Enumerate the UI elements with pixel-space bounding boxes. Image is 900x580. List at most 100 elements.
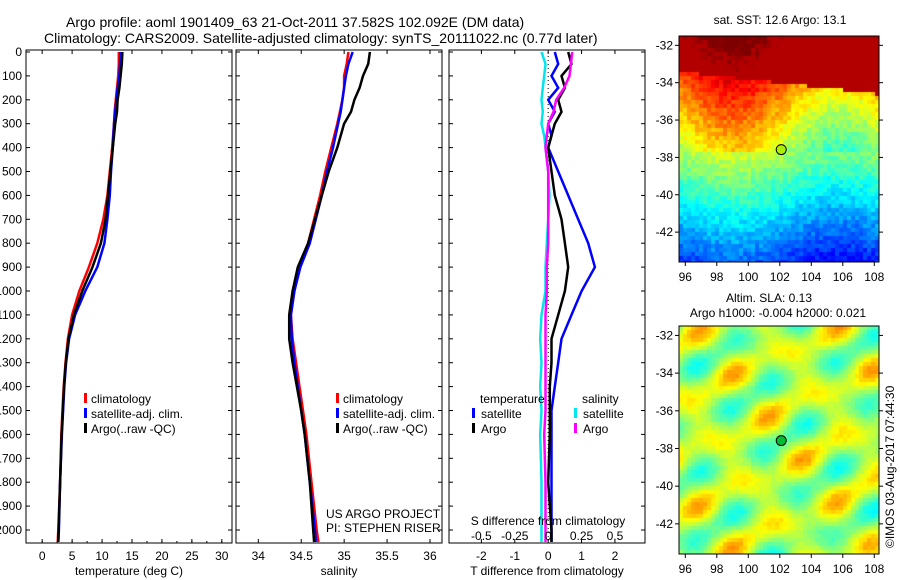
- x-tick-label: 34: [252, 549, 266, 563]
- y-tick-label: 1200: [0, 332, 22, 346]
- x-tick-label: 10: [95, 549, 109, 563]
- y-tick-label: 1400: [0, 380, 22, 394]
- x-tick-label: 35.5: [375, 549, 399, 563]
- legend-swatch: [84, 393, 87, 403]
- x-axis-label: salinity: [321, 564, 358, 578]
- legend-label: satellite: [583, 407, 624, 421]
- legend-swatch: [472, 408, 475, 418]
- x-axis-label: temperature (deg C): [75, 564, 183, 578]
- x2-axis-label: S difference from climatology: [471, 514, 626, 528]
- x-axis-label: T difference from climatology: [470, 564, 624, 578]
- figure-title-line1: Argo profile: aoml 1901409_63 21-Oct-201…: [66, 14, 525, 30]
- diff-line-temperature-satellite: [546, 51, 597, 542]
- lon-tick-label: 100: [738, 562, 758, 576]
- lat-tick-label: -34: [656, 76, 674, 90]
- legend-label: Argo(..raw -QC): [91, 422, 176, 436]
- argo-location-marker: [775, 435, 787, 447]
- panel1-frame: [25, 49, 233, 544]
- legend-swatch: [336, 393, 339, 403]
- lon-tick-label: 108: [864, 270, 884, 284]
- legend-label: satellite: [481, 407, 522, 421]
- x-tick-label: -2: [476, 549, 487, 563]
- legend-label: climatology: [91, 392, 151, 406]
- profile-line-satelliteadjclim: [57, 51, 122, 543]
- x-tick-label: -1: [509, 549, 520, 563]
- lat-tick-label: -40: [656, 188, 674, 202]
- legend-label: climatology: [343, 392, 403, 406]
- legend-swatch: [84, 408, 87, 418]
- lon-tick-label: 108: [864, 562, 884, 576]
- y-tick-label: 900: [2, 260, 22, 274]
- map-frame: [678, 325, 880, 555]
- sst-map-title: sat. SST: 12.6 Argo: 13.1: [714, 13, 847, 27]
- legend-label: Argo: [481, 422, 507, 436]
- project-annotation: PI: STEPHEN RISER: [326, 521, 441, 535]
- legend-swatch: [84, 423, 87, 433]
- lon-tick-label: 100: [738, 270, 758, 284]
- x-tick-label: 5: [69, 549, 76, 563]
- lon-tick-label: 96: [679, 562, 693, 576]
- lat-tick-label: -38: [656, 441, 674, 455]
- profile-line-argorawqc: [287, 51, 372, 543]
- diff-line-salinity-argo: [542, 51, 574, 542]
- x-tick-label: 20: [155, 549, 169, 563]
- y-tick-label: 300: [2, 117, 22, 131]
- y-tick-label: 1100: [0, 308, 22, 322]
- x2-tick-label: 0: [545, 529, 552, 543]
- legend-label: Argo: [583, 422, 609, 436]
- lon-tick-label: 106: [833, 270, 853, 284]
- lon-tick-label: 106: [833, 562, 853, 576]
- lon-tick-label: 96: [679, 270, 693, 284]
- y-tick-label: 400: [2, 141, 22, 155]
- y-tick-label: 700: [2, 212, 22, 226]
- y-tick-label: 1300: [0, 356, 22, 370]
- x2-tick-label: -0.25: [501, 529, 529, 543]
- legend-swatch: [336, 408, 339, 418]
- x-tick-label: 1: [578, 549, 585, 563]
- x-tick-label: 35: [337, 549, 351, 563]
- figure-title-line2: Climatology: CARS2009. Satellite-adjuste…: [44, 30, 598, 46]
- lat-tick-label: -36: [656, 404, 674, 418]
- x2-tick-label: 0.25: [570, 529, 594, 543]
- legend-swatch: [574, 423, 577, 433]
- x-tick-label: 36: [423, 549, 437, 563]
- legend-label: satellite-adj. clim.: [343, 407, 435, 421]
- lon-tick-label: 102: [770, 562, 790, 576]
- y-tick-label: 1600: [0, 427, 22, 441]
- y-tick-label: 1000: [0, 284, 22, 298]
- panel3-frame: [448, 49, 646, 544]
- lat-tick-label: -32: [656, 328, 674, 342]
- map-frame: [678, 35, 880, 263]
- lat-tick-label: -42: [656, 225, 674, 239]
- lon-tick-label: 102: [770, 270, 790, 284]
- x-tick-label: 0: [39, 549, 46, 563]
- sla-map-subtitle: Argo h1000: -0.004 h2000: 0.021: [690, 306, 866, 320]
- y-tick-label: 1700: [0, 451, 22, 465]
- y-tick-label: 800: [2, 236, 22, 250]
- x-tick-label: 30: [215, 549, 229, 563]
- legend-label: satellite-adj. clim.: [91, 407, 183, 421]
- profile-line-argorawqc: [57, 51, 124, 543]
- project-annotation: US ARGO PROJECT: [326, 507, 441, 521]
- x2-tick-label: 0.5: [607, 529, 624, 543]
- x-tick-label: 34.5: [290, 549, 314, 563]
- lon-tick-label: 98: [710, 270, 724, 284]
- diff-line-temperature-argo: [546, 51, 573, 542]
- y-tick-label: 500: [2, 165, 22, 179]
- legend-header-temperature: temperature: [480, 392, 545, 406]
- legend-swatch: [336, 423, 339, 433]
- y-tick-label: 2000: [0, 523, 22, 537]
- x-tick-label: 0: [545, 549, 552, 563]
- x-tick-label: 15: [125, 549, 139, 563]
- legend-label: Argo(..raw -QC): [343, 422, 428, 436]
- argo-location-marker: [775, 144, 787, 156]
- y-tick-label: 100: [2, 69, 22, 83]
- y-tick-label: 1500: [0, 404, 22, 418]
- lon-tick-label: 98: [710, 562, 724, 576]
- lat-tick-label: -38: [656, 150, 674, 164]
- x2-tick-label: -0.5: [471, 529, 492, 543]
- legend-swatch: [574, 408, 577, 418]
- lat-tick-label: -36: [656, 113, 674, 127]
